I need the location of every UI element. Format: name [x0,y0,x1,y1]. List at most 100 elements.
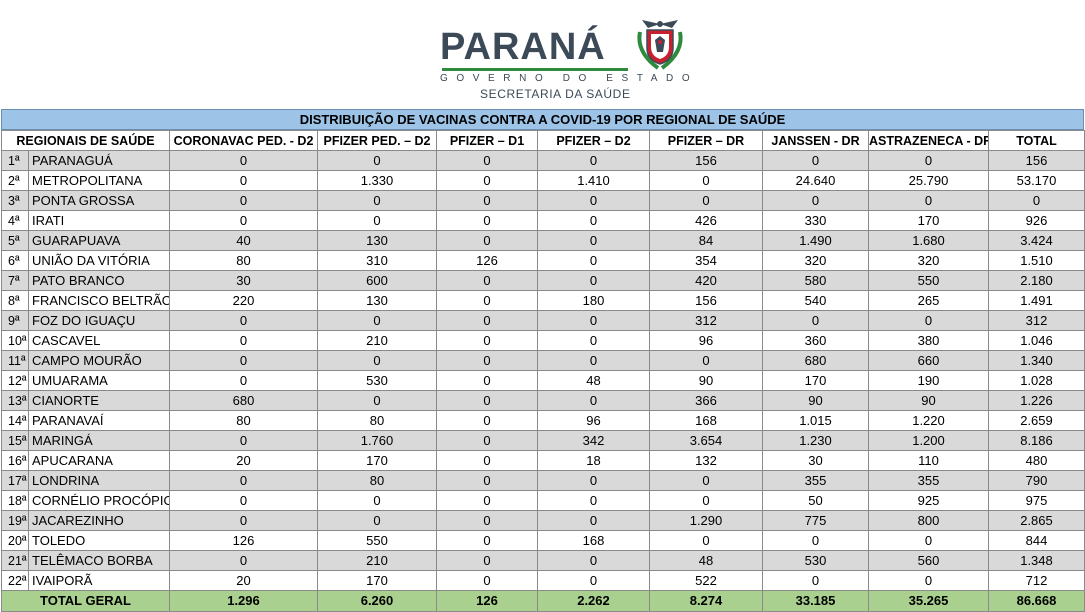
table-cell: 96 [537,410,650,431]
table-cell: 0 [436,350,538,371]
region-rank: 4ª [1,210,29,231]
table-cell: 0 [537,230,650,251]
table-cell: 0 [537,210,650,231]
table-cell: 0 [537,570,650,591]
region-name: FOZ DO IGUAÇU [28,310,170,331]
table-cell: 0 [317,350,437,371]
table-cell: 366 [649,390,763,411]
table-cell: 680 [169,390,318,411]
column-header: CORONAVAC PED. - D2 [169,130,318,151]
region-rank: 11ª [1,350,29,371]
table-cell: 660 [868,350,989,371]
table-row: 20ª TOLEDO 126 550 0 168 0 0 0 844 [1,530,1085,551]
table-cell: 0 [436,290,538,311]
column-header: PFIZER – D1 [436,130,538,151]
table-cell: 0 [317,490,437,511]
table-cell: 156 [649,150,763,171]
parana-logo: PARANÁ GOVERNO DO ESTADO SECRETARIA DA S… [440,18,690,101]
region-name: JACAREZINHO [28,510,170,531]
table-cell: 1.491 [988,290,1085,311]
table-cell: 0 [169,490,318,511]
total-cell: 6.260 [317,590,437,612]
table-cell: 156 [988,150,1085,171]
table-cell: 168 [537,530,650,551]
table-cell: 24.640 [762,170,869,191]
table-cell: 2.659 [988,410,1085,431]
table-cell: 420 [649,270,763,291]
table-cell: 0 [537,310,650,331]
region-rank: 17ª [1,470,29,491]
table-cell: 80 [169,410,318,431]
table-cell: 0 [537,350,650,371]
table-cell: 1.015 [762,410,869,431]
table-cell: 190 [868,370,989,391]
table-cell: 0 [537,550,650,571]
table-cell: 0 [868,570,989,591]
table-cell: 130 [317,290,437,311]
table-cell: 560 [868,550,989,571]
table-cell: 330 [762,210,869,231]
table-cell: 126 [169,530,318,551]
total-cell: 2.262 [537,590,650,612]
total-cell: 86.668 [988,590,1085,612]
table-cell: 0 [169,510,318,531]
table-row: 13ª CIANORTE 680 0 0 0 366 90 90 1.226 [1,390,1085,411]
table-cell: 0 [169,310,318,331]
table-row: 18ª CORNÉLIO PROCÓPIO 0 0 0 0 0 50 925 975 [1,490,1085,511]
table-cell: 1.760 [317,430,437,451]
table-cell: 0 [537,330,650,351]
table-cell: 30 [762,450,869,471]
column-header: PFIZER PED. – D2 [317,130,437,151]
table-cell: 0 [436,230,538,251]
table-cell: 1.680 [868,230,989,251]
region-name: UMUARAMA [28,370,170,391]
region-name: LONDRINA [28,470,170,491]
total-cell: 1.296 [169,590,318,612]
region-rank: 6ª [1,250,29,271]
table-cell: 0 [436,310,538,331]
table-cell: 0 [317,310,437,331]
table-cell: 80 [317,470,437,491]
region-name: PATO BRANCO [28,270,170,291]
table-cell: 0 [537,510,650,531]
table-cell: 0 [868,310,989,331]
table-cell: 0 [169,470,318,491]
table-cell: 0 [762,570,869,591]
table-cell: 0 [537,470,650,491]
table-cell: 355 [868,470,989,491]
table-row: 8ª FRANCISCO BELTRÃO 220 130 0 180 156 540 265 1.… [1,290,1085,311]
table-cell: 426 [649,210,763,231]
table-cell: 1.490 [762,230,869,251]
region-rank: 12ª [1,370,29,391]
table-cell: 170 [317,450,437,471]
table-cell: 110 [868,450,989,471]
table-cell: 0 [868,530,989,551]
table-cell: 0 [988,190,1085,211]
table-cell: 320 [868,250,989,271]
table-cell: 0 [169,330,318,351]
table-cell: 0 [436,430,538,451]
table-cell: 90 [649,370,763,391]
table-cell: 0 [868,150,989,171]
table-cell: 0 [762,530,869,551]
table-cell: 0 [868,190,989,211]
table-cell: 40 [169,230,318,251]
table-cell: 8.186 [988,430,1085,451]
logo-brand: PARANÁ [440,26,606,68]
table-cell: 0 [436,470,538,491]
table-cell: 156 [649,290,763,311]
table-cell: 80 [169,250,318,271]
table-cell: 84 [649,230,763,251]
table-cell: 1.226 [988,390,1085,411]
table-cell: 0 [537,490,650,511]
table-cell: 0 [169,150,318,171]
table-cell: 210 [317,550,437,571]
total-cell: 33.185 [762,590,869,612]
table-cell: 530 [762,550,869,571]
table-row: 16ª APUCARANA 20 170 0 18 132 30 110 480 [1,450,1085,471]
table-cell: 790 [988,470,1085,491]
region-name: PARANAVAÍ [28,410,170,431]
table-cell: 2.865 [988,510,1085,531]
table-row: 6ª UNIÃO DA VITÓRIA 80 310 126 0 354 320 320 1.51… [1,250,1085,271]
